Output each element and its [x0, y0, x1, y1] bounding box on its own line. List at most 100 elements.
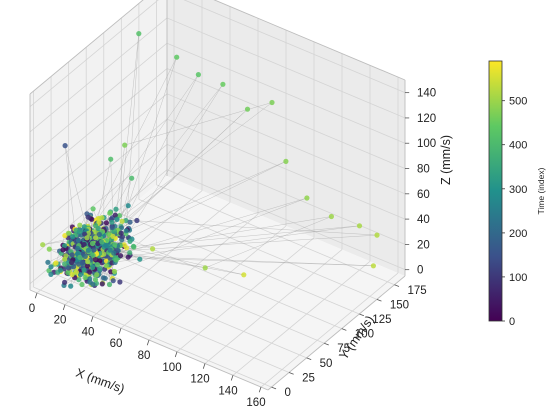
data-point	[93, 223, 99, 229]
data-point	[110, 233, 116, 239]
grid-line-y	[33, 286, 272, 388]
grid-line-y	[138, 199, 378, 300]
data-point	[91, 247, 97, 253]
colorbar-gradient	[488, 60, 503, 322]
trajectory-segment	[110, 252, 206, 269]
data-point	[58, 267, 64, 273]
grid-line-z	[29, 0, 159, 107]
trajectory-segment	[75, 253, 374, 267]
grid-line-x	[204, 249, 343, 364]
grid-line-z	[183, 0, 406, 94]
data-point	[73, 269, 79, 275]
data-point	[90, 252, 96, 258]
data-point	[127, 250, 133, 256]
z-tick-label: 40	[417, 214, 430, 226]
data-point	[48, 271, 54, 277]
colorbar-tick-label: 300	[509, 184, 527, 196]
z-axis-label: Z (mm/s)	[439, 135, 453, 185]
z-tick-label: 140	[417, 88, 436, 100]
data-point	[127, 219, 133, 225]
z-tick-label: 20	[417, 239, 430, 251]
data-point	[46, 246, 52, 252]
data-point	[62, 261, 68, 267]
box-edge	[29, 0, 144, 95]
data-point	[117, 279, 123, 285]
y-axis-line	[267, 275, 406, 391]
y-tick-label: 125	[372, 314, 391, 326]
data-point	[103, 242, 109, 249]
data-point	[81, 267, 87, 273]
data-point	[85, 247, 91, 253]
data-point	[95, 241, 101, 247]
data-point	[93, 235, 99, 241]
grid-line-z	[166, 17, 406, 119]
colorbar-ticks: 0 100 200 300 400 500	[502, 96, 527, 328]
data-point	[101, 251, 107, 257]
data-point	[79, 281, 85, 288]
z-tick-label: 120	[417, 113, 436, 125]
data-point	[92, 256, 98, 262]
y-tick-label-mark	[341, 328, 347, 331]
data-point	[202, 265, 208, 271]
z-tick-label: 100	[417, 138, 436, 150]
x-tick-label-mark	[174, 351, 178, 358]
grid-line-z	[166, 169, 406, 271]
x-tick-label: 120	[190, 374, 209, 386]
pane-yz	[30, 0, 167, 290]
x-tick-label-mark	[118, 328, 122, 334]
x-tick-label-mark	[34, 292, 38, 299]
data-point	[99, 281, 105, 287]
grid-line-z	[29, 118, 168, 234]
x-tick-label: 160	[246, 397, 265, 409]
data-point	[129, 175, 135, 181]
z-tick-label: 80	[417, 164, 430, 176]
grid-line-y	[68, 257, 307, 359]
z-tick-labels: 0 20 40 60 80 100 120 140	[405, 88, 436, 277]
x-tick-label-mark	[90, 316, 94, 322]
x-tick-label: 140	[218, 385, 237, 397]
data-point	[111, 250, 117, 256]
x-tick-label: 40	[82, 327, 95, 339]
data-point	[111, 268, 118, 275]
data-point	[195, 72, 201, 78]
grid-line-z	[166, 118, 406, 220]
data-point	[328, 213, 334, 220]
data-point	[85, 214, 91, 220]
data-point	[76, 277, 82, 283]
data-point	[117, 253, 124, 259]
grid-line-y	[103, 228, 342, 329]
data-point	[79, 260, 86, 266]
data-point	[77, 222, 83, 228]
colorbar: 0 100 200 300 400 500 Time (index)	[488, 60, 546, 328]
data-point	[62, 243, 68, 249]
data-point	[82, 253, 88, 259]
data-point	[109, 224, 115, 231]
colorbar-tick-label: 400	[509, 140, 527, 152]
data-point	[90, 264, 96, 270]
data-point	[127, 238, 133, 244]
data-point	[69, 252, 75, 258]
y-tick-label-mark	[324, 342, 329, 346]
data-point	[96, 219, 102, 225]
trajectory-segment	[103, 225, 360, 250]
data-point	[123, 245, 130, 251]
data-point	[84, 235, 90, 241]
data-point	[125, 254, 131, 260]
data-point	[112, 242, 118, 248]
data-point	[68, 283, 74, 289]
x-tick-label-mark	[258, 386, 262, 393]
data-point	[122, 142, 128, 148]
data-point	[99, 239, 105, 245]
data-point	[283, 158, 289, 164]
data-point	[114, 216, 120, 222]
data-point	[269, 99, 275, 106]
colorbar-tick-label: 0	[509, 316, 515, 328]
grid-line-z	[29, 93, 168, 209]
data-point	[103, 220, 109, 226]
data-point	[75, 245, 81, 251]
x-tick-label: 100	[162, 362, 181, 374]
y-tick-label-mark	[306, 357, 312, 360]
data-point	[374, 232, 380, 238]
trajectory-segment	[102, 102, 273, 232]
trajectory-segment	[114, 197, 307, 272]
